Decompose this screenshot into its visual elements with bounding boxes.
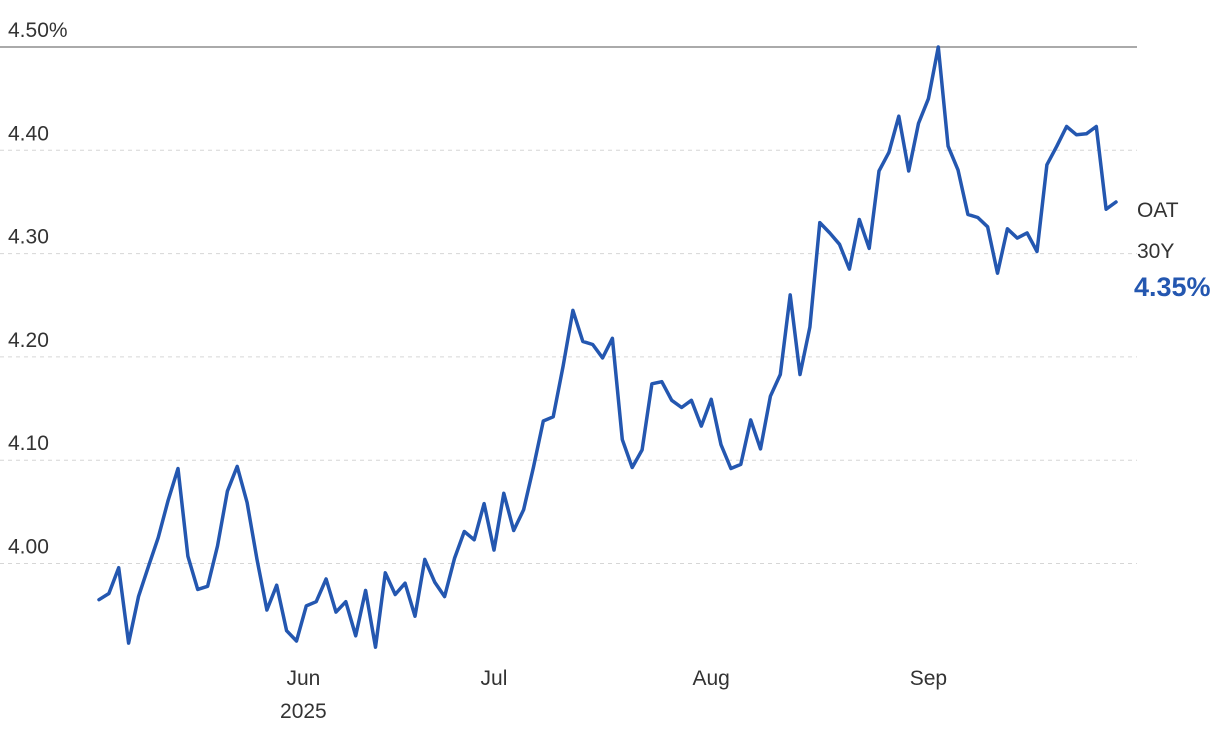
y-tick-label: 4.50%: [8, 19, 68, 42]
y-tick-label: 4.10: [8, 432, 49, 455]
y-tick-label: 4.40: [8, 122, 49, 145]
line-series: [97, 45, 1118, 649]
x-tick-label: Jun: [286, 667, 320, 690]
x-tick-label: Aug: [692, 667, 729, 690]
y-tick-label: 4.30: [8, 226, 49, 249]
y-tick-label: 4.00: [8, 536, 49, 559]
x-tick-label: Sep: [910, 667, 947, 690]
year-label: 2025: [280, 700, 327, 723]
last-value-label: 4.35%: [1134, 272, 1211, 302]
y-tick-label: 4.20: [8, 329, 49, 352]
series-label: OAT 30Y: [1137, 199, 1179, 263]
x-tick-label: Jul: [481, 667, 508, 690]
